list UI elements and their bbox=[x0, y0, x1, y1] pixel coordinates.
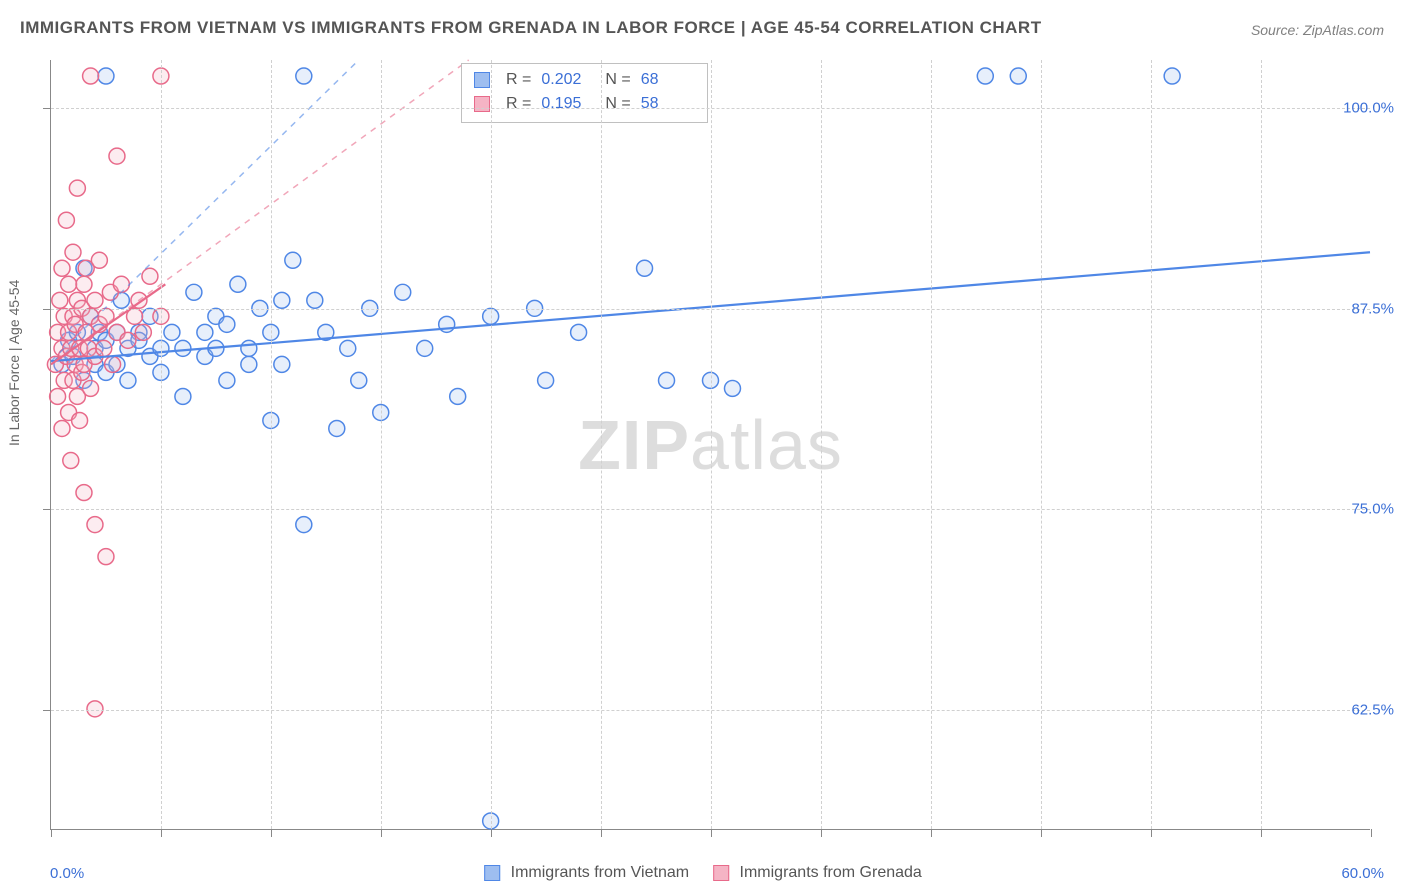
legend-swatch-vietnam-bottom bbox=[484, 865, 500, 881]
r-label: R = bbox=[506, 92, 531, 116]
x-tick bbox=[1261, 829, 1262, 837]
x-tick bbox=[161, 829, 162, 837]
n-label: N = bbox=[605, 92, 630, 116]
gridline-vertical bbox=[711, 60, 712, 829]
r-value-vietnam: 0.202 bbox=[541, 68, 595, 92]
x-axis-min-label: 0.0% bbox=[50, 865, 84, 882]
y-tick bbox=[43, 710, 51, 711]
gridline-vertical bbox=[271, 60, 272, 829]
y-tick-label: 87.5% bbox=[1351, 300, 1394, 317]
legend-label-grenada: Immigrants from Grenada bbox=[740, 864, 922, 881]
y-tick-label: 62.5% bbox=[1351, 701, 1394, 718]
y-tick bbox=[43, 108, 51, 109]
x-tick bbox=[821, 829, 822, 837]
x-tick bbox=[271, 829, 272, 837]
x-tick bbox=[51, 829, 52, 837]
x-tick bbox=[931, 829, 932, 837]
legend-swatch-grenada-bottom bbox=[713, 865, 729, 881]
gridline-vertical bbox=[1041, 60, 1042, 829]
series-legend: Immigrants from Vietnam Immigrants from … bbox=[484, 864, 922, 882]
legend-row-vietnam: R = 0.202 N = 68 bbox=[474, 68, 695, 92]
gridline-vertical bbox=[491, 60, 492, 829]
gridline-vertical bbox=[601, 60, 602, 829]
y-tick-label: 100.0% bbox=[1343, 100, 1394, 117]
r-label: R = bbox=[506, 68, 531, 92]
gridline-vertical bbox=[381, 60, 382, 829]
y-tick bbox=[43, 309, 51, 310]
legend-label-vietnam: Immigrants from Vietnam bbox=[511, 864, 689, 881]
legend-row-grenada: R = 0.195 N = 58 bbox=[474, 92, 695, 116]
y-axis-label: In Labor Force | Age 45-54 bbox=[6, 280, 22, 446]
n-label: N = bbox=[605, 68, 630, 92]
gridline-vertical bbox=[1151, 60, 1152, 829]
r-value-grenada: 0.195 bbox=[541, 92, 595, 116]
x-tick bbox=[1371, 829, 1372, 837]
legend-item-grenada: Immigrants from Grenada bbox=[713, 864, 922, 882]
x-tick bbox=[711, 829, 712, 837]
x-tick bbox=[1041, 829, 1042, 837]
n-value-vietnam: 68 bbox=[641, 68, 695, 92]
gridline-vertical bbox=[161, 60, 162, 829]
chart-plot-area: ZIPatlas R = 0.202 N = 68 R = 0.195 N = … bbox=[50, 60, 1370, 830]
legend-swatch-vietnam bbox=[474, 72, 490, 88]
x-tick bbox=[381, 829, 382, 837]
x-axis-max-label: 60.0% bbox=[1341, 865, 1384, 882]
gridline-vertical bbox=[821, 60, 822, 829]
chart-title: IMMIGRANTS FROM VIETNAM VS IMMIGRANTS FR… bbox=[20, 18, 1042, 38]
x-tick bbox=[491, 829, 492, 837]
n-value-grenada: 58 bbox=[641, 92, 695, 116]
gridline-vertical bbox=[1261, 60, 1262, 829]
legend-item-vietnam: Immigrants from Vietnam bbox=[484, 864, 689, 882]
correlation-legend: R = 0.202 N = 68 R = 0.195 N = 58 bbox=[461, 63, 708, 123]
y-tick bbox=[43, 509, 51, 510]
source-attribution: Source: ZipAtlas.com bbox=[1251, 22, 1384, 38]
y-tick-label: 75.0% bbox=[1351, 501, 1394, 518]
x-tick bbox=[1151, 829, 1152, 837]
x-tick bbox=[601, 829, 602, 837]
gridline-vertical bbox=[931, 60, 932, 829]
legend-swatch-grenada bbox=[474, 96, 490, 112]
